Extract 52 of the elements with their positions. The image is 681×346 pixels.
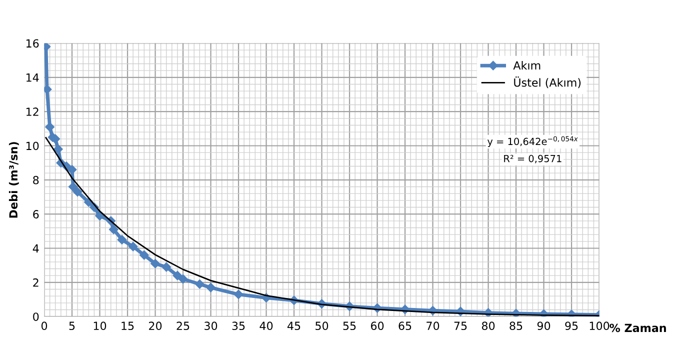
annotation: R² = 0,9571: [504, 154, 562, 164]
point: [117, 235, 127, 244]
x-tick-label: 50: [316, 322, 328, 330]
point: [109, 224, 118, 234]
point: [45, 122, 54, 132]
x-tick-label: 10: [94, 322, 106, 330]
point: [162, 262, 171, 272]
x-tick-label: 75: [454, 322, 467, 330]
legend-label: Akım: [513, 61, 540, 70]
y-tick-label: 14: [26, 74, 39, 82]
y-tick-label: 0: [33, 312, 39, 321]
point: [128, 242, 138, 252]
point: [150, 259, 160, 268]
point: [140, 250, 149, 260]
x-tick-label: 95: [565, 322, 578, 330]
y-axis-title: Debi (m³/sn): [8, 142, 19, 218]
point: [234, 290, 244, 300]
point: [54, 144, 63, 154]
x-tick-label: 30: [204, 322, 218, 330]
x-tick-label: 80: [482, 322, 495, 330]
y-tick-label: 6: [33, 210, 39, 218]
legend-label: Üstel (Akım): [514, 76, 581, 88]
x-tick-label: 15: [122, 322, 134, 330]
x-tick-label: 55: [343, 322, 356, 330]
y-tick-label: 4: [32, 244, 39, 252]
x-tick-label: 35: [232, 322, 245, 330]
x-tick-label: 70: [426, 322, 440, 330]
point: [68, 182, 78, 192]
x-tick-label: 85: [510, 322, 522, 330]
x-tick-label: 45: [287, 322, 300, 330]
x-tick-label: 40: [260, 322, 273, 330]
x-tick-label: 65: [398, 322, 412, 330]
x-tick-label: 20: [149, 322, 162, 330]
x-tick-label: 5: [69, 322, 75, 330]
y-tick-label: 8: [33, 176, 39, 184]
y-tick-label: 12: [26, 108, 38, 116]
point: [67, 165, 77, 174]
point: [178, 274, 188, 284]
x-tick-label: 60: [370, 322, 384, 330]
x-tick-label: 100: [590, 322, 610, 330]
point: [195, 280, 204, 289]
point: [206, 282, 216, 292]
x-axis-title: % Zaman: [610, 324, 666, 332]
y-tick-label: 10: [26, 142, 39, 150]
annotation: y = 10,642e$^{−0,054x}$: [487, 136, 578, 148]
y-tick-label: 2: [33, 278, 38, 287]
x-tick-label: 25: [176, 322, 190, 330]
point: [72, 187, 82, 197]
x-tick-label: 90: [537, 322, 550, 330]
y-tick-label: 16: [26, 39, 39, 48]
x-tick-label: 0: [41, 322, 48, 330]
point: [172, 270, 182, 280]
